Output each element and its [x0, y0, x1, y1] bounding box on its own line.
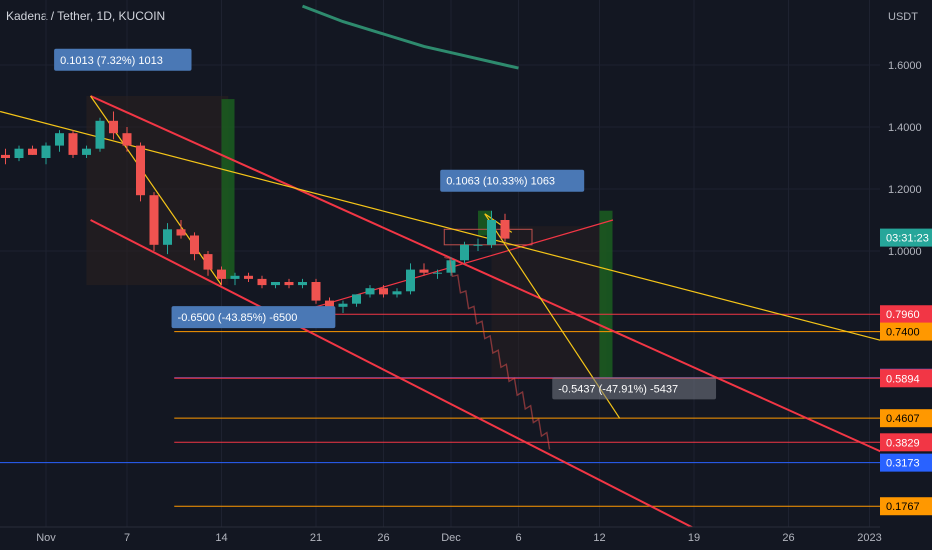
level-tag	[880, 497, 932, 516]
candle-body	[311, 282, 321, 301]
candle-body	[284, 282, 294, 286]
candle-body	[122, 133, 132, 146]
trend-drawings	[0, 4, 884, 550]
candle-body	[149, 195, 159, 245]
time-tick-label: 12	[593, 532, 605, 544]
candle-body	[271, 282, 280, 286]
level-tag	[880, 433, 932, 452]
price-tick-label: 1.0000	[888, 246, 922, 258]
time-axis-bg	[0, 527, 880, 550]
candle-body	[28, 148, 37, 155]
candle-body	[163, 229, 172, 245]
currency-label: USDT	[888, 11, 918, 23]
projected-path	[444, 256, 551, 450]
trendline-long	[0, 110, 884, 342]
level-tag-label: 0.3173	[886, 458, 920, 470]
price-tick-label: 1.6000	[888, 60, 922, 72]
candle-body	[406, 269, 415, 292]
time-tick-label: 7	[124, 532, 130, 544]
candle-body	[419, 269, 429, 273]
time-tick-label: Dec	[441, 532, 461, 544]
time-tick-label: 26	[782, 532, 794, 544]
candle-body	[460, 244, 469, 261]
candle-body	[298, 282, 307, 286]
measure-callout-box	[171, 306, 336, 329]
channel-upper	[90, 95, 884, 454]
green-bar	[221, 99, 235, 279]
measure-callout-text: 0.1063 (10.33%) 1063	[446, 176, 555, 188]
candle-body	[379, 288, 388, 295]
level-tag-label: 0.4607	[886, 413, 920, 425]
candle-body	[136, 145, 145, 196]
measure-callout-box	[440, 169, 585, 192]
time-tick-label: 6	[515, 532, 521, 544]
candle-body	[392, 291, 402, 295]
level-tag-label: 0.7400	[886, 327, 920, 339]
level-tag	[880, 409, 932, 428]
level-tag-label: 0.5894	[886, 373, 920, 385]
candle-body	[325, 300, 334, 307]
candle-body	[500, 220, 510, 239]
candle-body	[41, 145, 51, 158]
measure-callout-box	[552, 377, 717, 400]
candle-body	[190, 235, 199, 255]
candle-body	[244, 275, 253, 279]
candle-body	[257, 278, 267, 286]
candle-body	[230, 275, 240, 279]
level-tag	[880, 453, 932, 472]
measure-callout-text: 0.1013 (7.32%) 1013	[60, 55, 163, 67]
measure-callout-box	[54, 48, 192, 71]
measure-callouts: 0.1013 (7.32%) 1013 -0.6500 (-43.85%) -65…	[54, 48, 717, 400]
price-tick-label: 1.2000	[888, 184, 922, 196]
candle-body	[433, 272, 442, 274]
green-bar	[599, 210, 613, 379]
candle-body	[338, 303, 348, 307]
level-tag	[880, 322, 932, 341]
current-price-time: 03:31:23	[886, 233, 929, 245]
time-tick-label: 21	[310, 532, 322, 544]
candle-body	[176, 229, 186, 236]
candle-body	[82, 148, 91, 155]
candle-body	[217, 269, 226, 279]
candle-body	[352, 294, 361, 304]
level-tag-label: 0.1767	[886, 501, 920, 513]
candle-body	[473, 244, 483, 246]
candle-body	[68, 133, 78, 155]
time-axis[interactable]: Nov 7 14 21 26 Dec 6 12 19 26 2023	[0, 526, 882, 550]
time-tick-label: 19	[688, 532, 700, 544]
level-tag	[880, 305, 932, 324]
candle-body	[365, 288, 375, 295]
level-tag-label: 0.3829	[886, 437, 920, 449]
candle-body	[55, 133, 64, 146]
current-price-tag	[880, 228, 932, 247]
time-tick-label: 14	[215, 532, 227, 544]
level-tag	[880, 369, 932, 388]
time-tick-label: 26	[377, 532, 389, 544]
candles	[1, 111, 551, 450]
level-tag-label: 0.7960	[886, 309, 920, 321]
time-tick-label: Nov	[36, 532, 56, 544]
candle-body	[95, 120, 105, 149]
price-tick-label: 1.4000	[888, 122, 922, 134]
time-tick-label: 2023	[857, 532, 881, 544]
channel-lower	[90, 219, 739, 550]
candle-body	[14, 148, 24, 158]
candle-body	[203, 254, 213, 270]
moving-average-line	[301, 4, 519, 70]
measure-callout-text: -0.6500 (-43.85%) -6500	[178, 312, 298, 324]
measure-callout-text: -0.5437 (-47.91%) -5437	[558, 383, 678, 395]
candle-body	[109, 120, 118, 134]
candle-body	[487, 220, 496, 245]
horizontal-levels	[0, 313, 880, 507]
candle-body	[1, 154, 10, 158]
